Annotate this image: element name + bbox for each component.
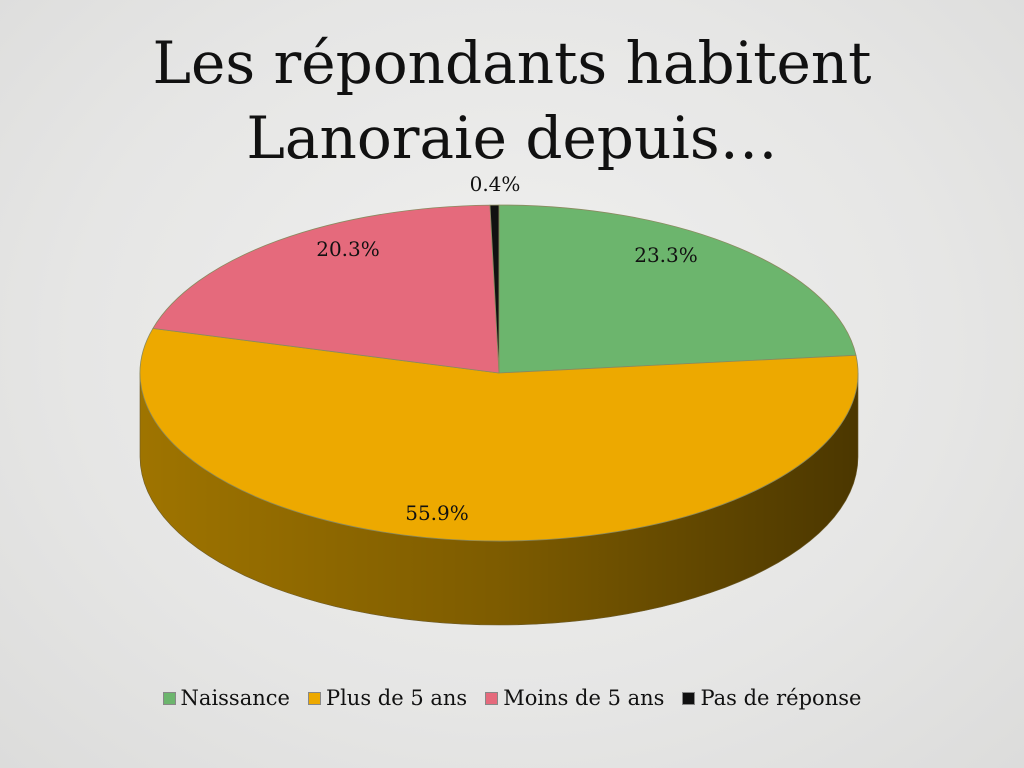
legend-label: Plus de 5 ans [325,686,468,710]
legend-label: Naissance [180,686,290,710]
chart-title-line-2: Lanoraie depuis… [246,104,778,173]
pie-chart: 23.3% 55.9% 20.3% 0.4% [139,172,859,626]
pie-slice-naissance [498,204,857,374]
legend-label: Pas de réponse [700,686,862,710]
pie-slice-moins-de-5-ans [152,204,500,374]
pie-labels: 23.3% 55.9% 20.3% 0.4% [316,172,698,525]
legend-swatch [485,691,499,705]
chart-title: Les répondants habitent Lanoraie depuis… [0,26,1024,177]
legend-item-plus-de-5-ans: Plus de 5 ans [307,686,468,710]
pie-slice-pas-de-reponse [489,204,500,374]
legend-item-moins-de-5-ans: Moins de 5 ans [485,686,664,710]
legend-swatch [307,691,321,705]
data-label-plus-de-5-ans: 55.9% [405,501,469,525]
pie-tops [139,204,859,542]
chart-title-line-1: Les répondants habitent [152,29,872,97]
legend-label: Moins de 5 ans [503,686,665,710]
data-label-naissance: 23.3% [634,243,698,267]
legend-item-pas-de-reponse: Pas de réponse [682,686,861,710]
legend-swatch [682,691,696,705]
legend-item-naissance: Naissance [162,686,290,710]
legend: Naissance Plus de 5 ans Moins de 5 ans P… [0,686,1024,710]
data-label-moins-de-5-ans: 20.3% [316,237,380,261]
legend-swatch [162,691,176,705]
pie-slice-plus-de-5-ans [139,327,859,542]
data-label-pas-de-reponse: 0.4% [470,172,521,196]
